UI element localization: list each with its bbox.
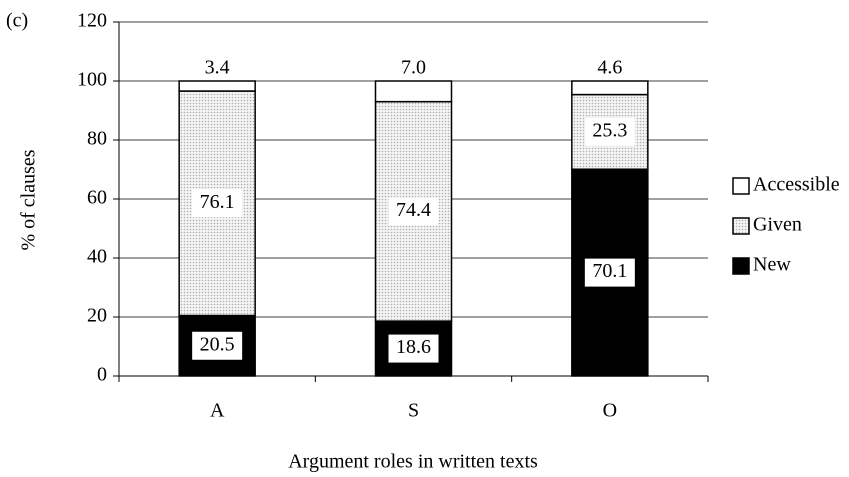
data-label-box: [584, 258, 635, 287]
y-tick-label: 100: [77, 69, 107, 91]
legend-label: Accessible: [753, 174, 840, 196]
data-label: 18.6: [396, 336, 431, 358]
data-label-box: [388, 334, 439, 363]
y-tick-label: 80: [87, 128, 107, 150]
data-label: 25.3: [592, 119, 627, 141]
legend-swatch: [732, 257, 750, 275]
y-tick-label: 60: [87, 187, 107, 209]
legend-label: New: [753, 254, 791, 276]
panel-label: (c): [6, 10, 28, 32]
data-label: 4.6: [597, 57, 622, 79]
y-tick-label: 40: [87, 246, 107, 268]
data-label-box: [584, 117, 635, 146]
y-axis-label: % of clauses: [18, 149, 40, 250]
legend-swatch: [732, 217, 750, 235]
bar-segment: [178, 90, 256, 317]
bar-segment: [374, 80, 453, 103]
data-label: 3.4: [205, 57, 230, 79]
y-tick-label: 20: [87, 305, 107, 327]
x-tick-label: A: [210, 400, 225, 422]
legend-swatch: [732, 177, 750, 195]
x-tick-label: S: [408, 400, 419, 422]
bar-segment: [178, 80, 256, 92]
data-label: 70.1: [592, 260, 627, 282]
y-tick-label: 0: [97, 364, 107, 386]
data-label-box: [388, 197, 439, 226]
legend-label: Given: [753, 214, 802, 236]
x-tick-label: O: [603, 400, 617, 422]
y-tick-label: 120: [77, 10, 107, 32]
data-label: 20.5: [200, 333, 235, 355]
data-label: 7.0: [401, 57, 426, 79]
data-label-box: [192, 189, 243, 218]
bar-segment: [571, 80, 649, 96]
data-label: 74.4: [396, 199, 431, 221]
data-label-box: [192, 331, 243, 360]
x-axis-label: Argument roles in written texts: [288, 451, 538, 473]
data-label: 76.1: [200, 191, 235, 213]
